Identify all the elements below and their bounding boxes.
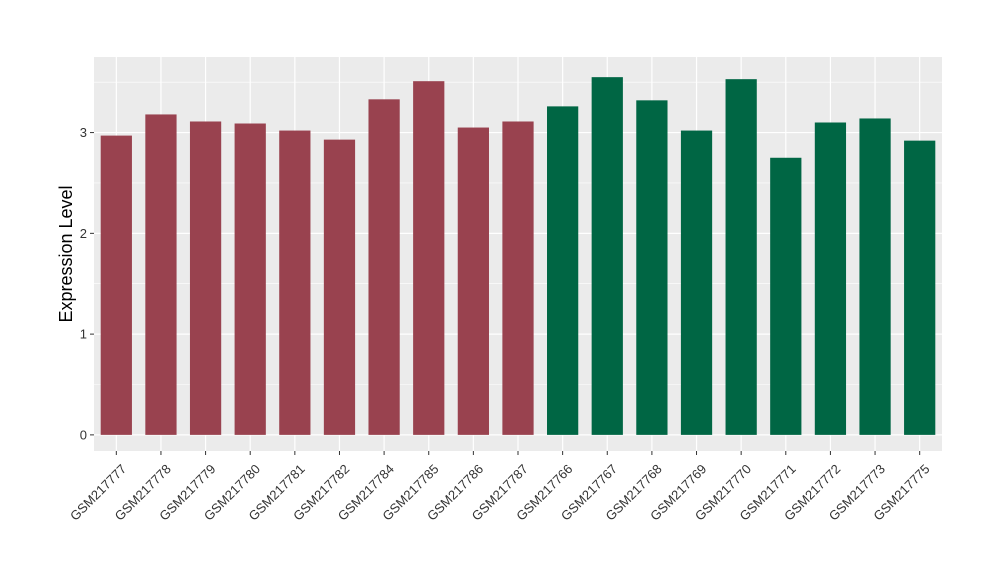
bar-GSM217767 [591,77,623,435]
bar-GSM217780 [234,123,266,435]
bar-GSM217779 [189,121,222,435]
x-axis: GSM217777GSM217778GSM217779GSM217780GSM2… [67,451,933,524]
bar-GSM217786 [457,127,489,435]
bars [100,77,936,435]
bar-GSM217769 [680,130,713,435]
bar-GSM217775 [904,140,936,435]
bar-GSM217770 [725,79,757,435]
bar-GSM217778 [145,114,177,435]
bar-GSM217777 [100,135,132,435]
y-tick-label: 2 [80,226,87,241]
bar-GSM217768 [636,100,668,435]
y-axis: 0 1 2 3 [80,125,94,442]
bar-GSM217773 [859,118,891,435]
y-tick-label: 3 [80,125,87,140]
bar-GSM217771 [770,157,802,435]
bar-GSM217784 [368,99,400,435]
bar-GSM217766 [547,106,579,435]
y-tick-label: 1 [80,327,87,342]
y-tick-label: 0 [80,427,87,442]
bar-GSM217781 [279,130,311,435]
bar-GSM217782 [323,139,356,435]
bar-GSM217772 [814,122,847,435]
y-axis-title: Expression Level [56,185,76,322]
bar-GSM217785 [413,81,445,435]
bar-GSM217787 [502,121,534,435]
